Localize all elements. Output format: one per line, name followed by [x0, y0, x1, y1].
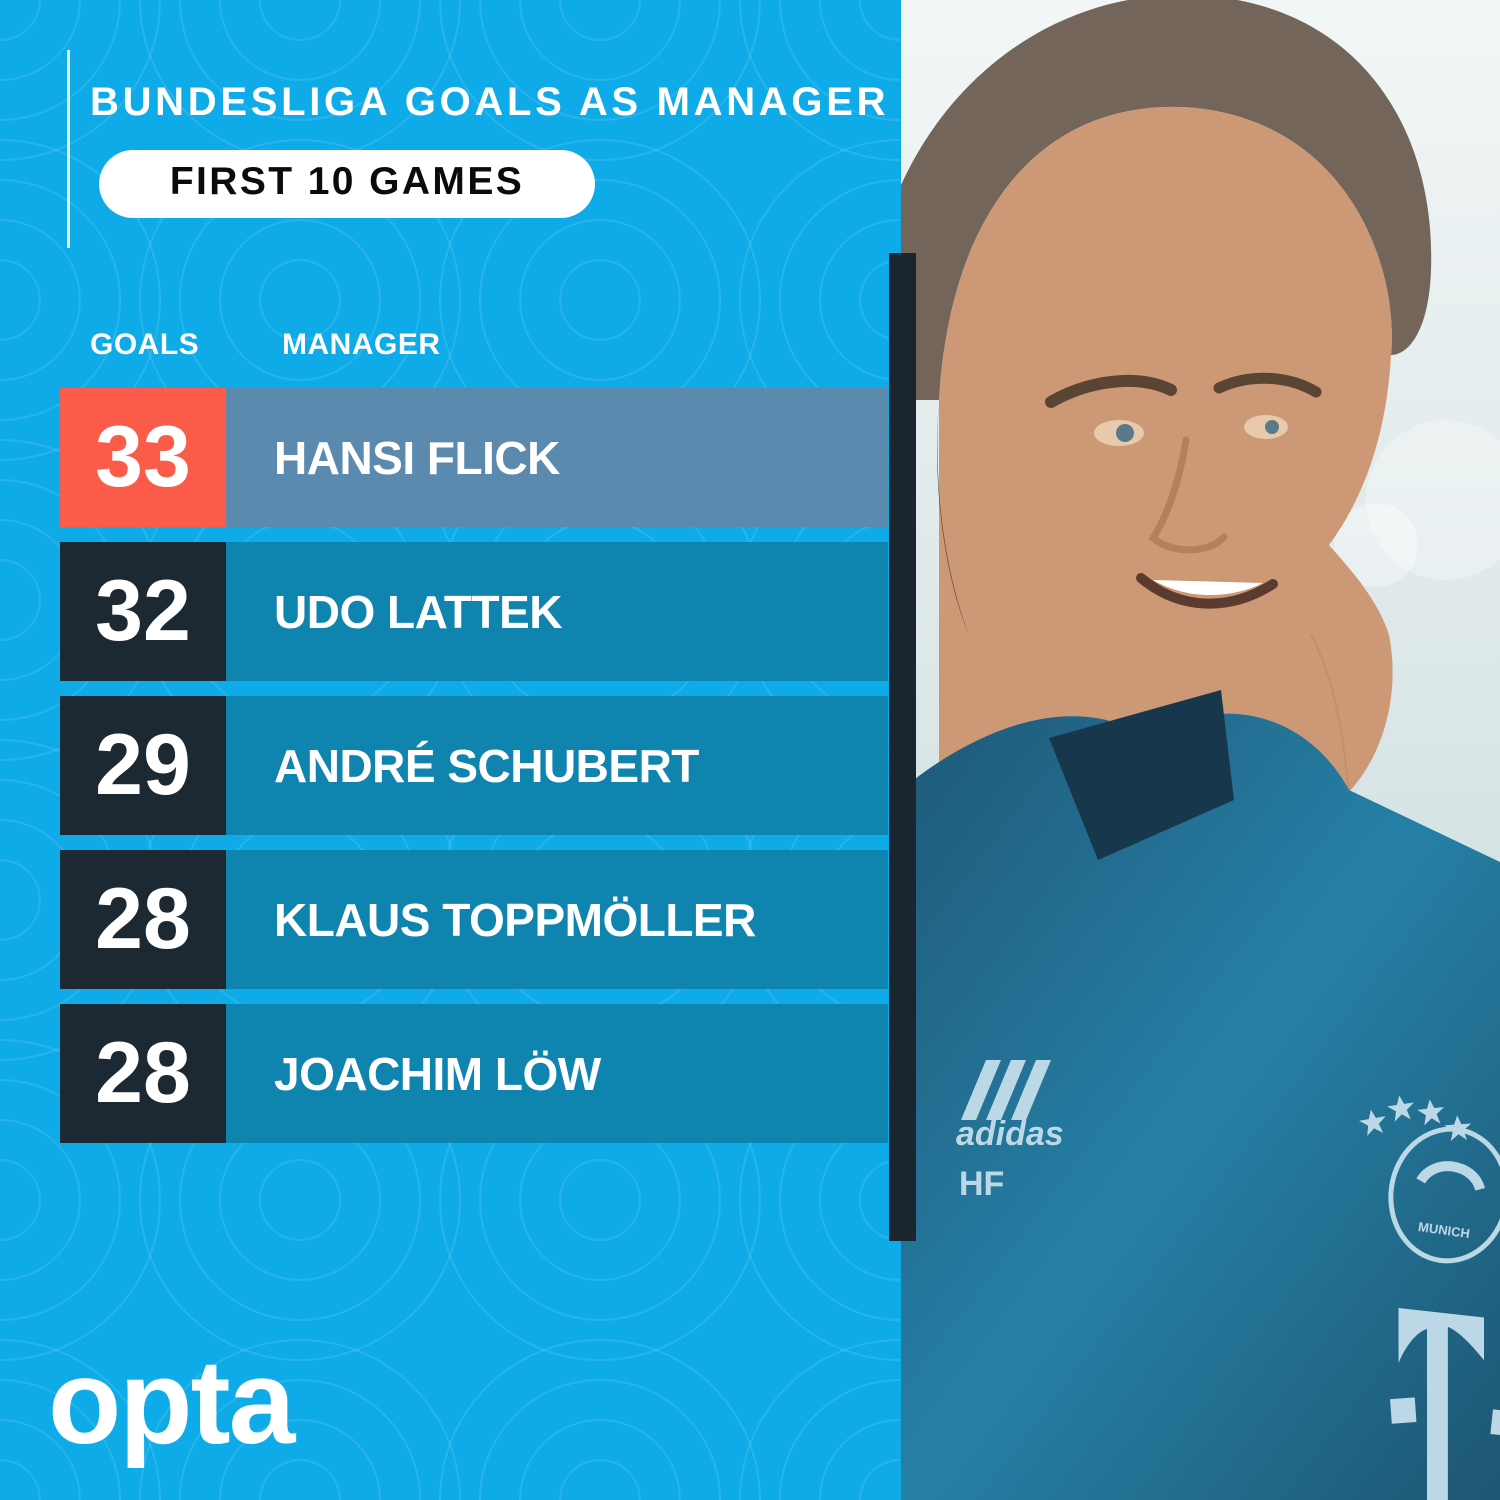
- svg-text:adidas: adidas: [956, 1115, 1064, 1153]
- svg-text:HF: HF: [959, 1165, 1004, 1203]
